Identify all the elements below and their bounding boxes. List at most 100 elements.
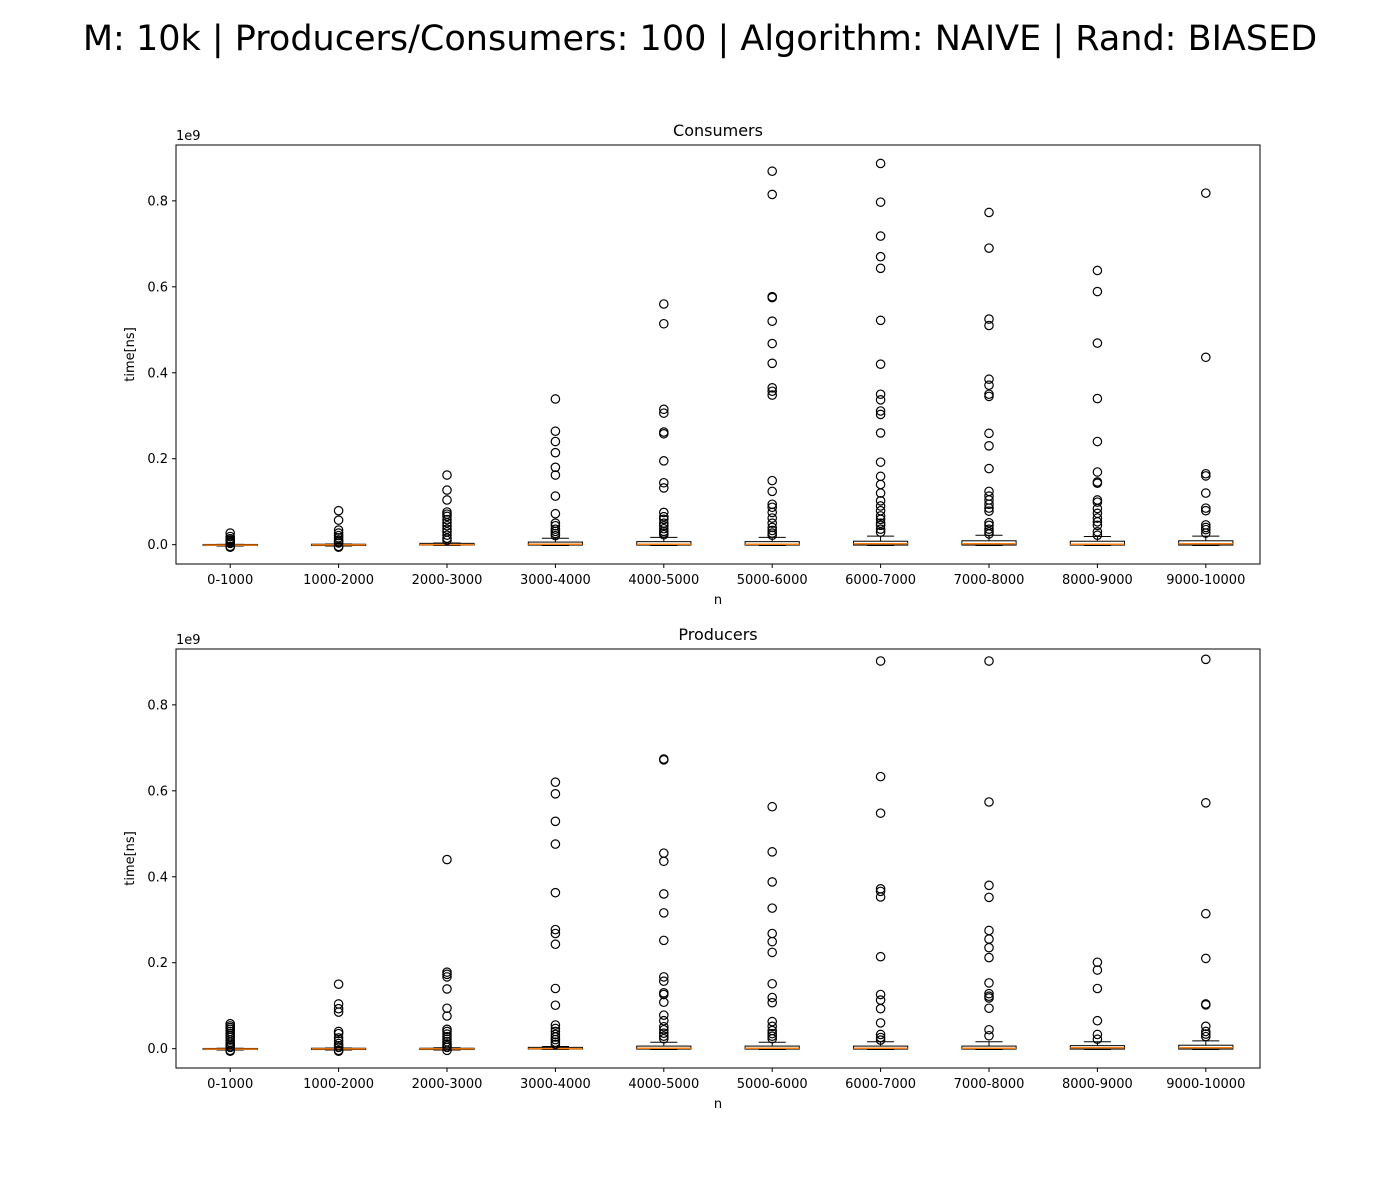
producers-box-2000-3000 xyxy=(419,854,475,1056)
outlier-point xyxy=(225,1046,235,1057)
outlier-point xyxy=(550,1032,561,1042)
outlier-point xyxy=(658,1031,669,1041)
outlier-point xyxy=(875,520,886,531)
outlier-point xyxy=(984,374,994,385)
outlier-point xyxy=(550,426,561,437)
outlier-point xyxy=(658,507,669,518)
outlier-point xyxy=(333,1007,344,1017)
outlier-point xyxy=(875,656,886,666)
outlier-point xyxy=(442,530,452,541)
outlier-point xyxy=(333,1003,344,1014)
outlier-point xyxy=(442,1045,452,1056)
outlier-point xyxy=(333,538,344,548)
outlier-point xyxy=(984,463,994,474)
outlier-point xyxy=(875,395,886,405)
producers-box-1000-2000 xyxy=(311,979,367,1057)
outlier-point xyxy=(1201,503,1211,513)
outlier-point xyxy=(984,993,994,1003)
outlier-point xyxy=(550,924,561,935)
outlier-point xyxy=(767,936,777,947)
outlier-point xyxy=(984,656,994,666)
x-tick-label: 6000-7000 xyxy=(845,573,916,588)
x-tick-label: 8000-9000 xyxy=(1062,573,1133,588)
outlier-point xyxy=(442,514,452,525)
outlier-point xyxy=(984,1003,994,1014)
outlier-point xyxy=(658,1015,669,1026)
outlier-point xyxy=(875,263,886,274)
x-tick-label: 5000-6000 xyxy=(737,1077,808,1092)
outlier-point xyxy=(984,942,994,953)
outlier-point xyxy=(984,1024,994,1035)
x-tick-label: 5000-6000 xyxy=(737,573,808,588)
outlier-point xyxy=(1092,530,1103,541)
outlier-point xyxy=(984,391,994,402)
outlier-point xyxy=(984,441,994,451)
outlier-point xyxy=(875,1003,886,1014)
consumers-box-3000-4000 xyxy=(527,394,583,547)
outlier-point xyxy=(658,997,669,1008)
outlier-point xyxy=(767,189,777,200)
outlier-point xyxy=(767,486,777,497)
y-tick-label: 0.4 xyxy=(147,366,168,381)
x-tick-label: 4000-5000 xyxy=(628,1077,699,1092)
outlier-point xyxy=(658,1028,669,1038)
y-tick-label: 0.0 xyxy=(147,1042,168,1057)
outlier-point xyxy=(875,995,886,1005)
outlier-point xyxy=(984,988,994,999)
outlier-point xyxy=(442,520,452,531)
outlier-point xyxy=(767,947,777,958)
outlier-point xyxy=(225,538,235,549)
outlier-point xyxy=(1201,524,1211,535)
outlier-point xyxy=(658,514,669,525)
outlier-point xyxy=(550,789,561,799)
outlier-point xyxy=(767,928,777,939)
outlier-point xyxy=(875,406,886,416)
consumers-box-1000-2000 xyxy=(311,505,367,553)
outlier-point xyxy=(658,856,669,867)
outlier-point xyxy=(875,409,886,420)
outlier-point xyxy=(984,314,994,324)
outlier-point xyxy=(767,522,777,533)
outlier-point xyxy=(984,880,994,891)
outlier-point xyxy=(442,1029,452,1039)
x-tick-label: 4000-5000 xyxy=(628,573,699,588)
outlier-point xyxy=(442,1011,452,1021)
x-tick-label: 2000-3000 xyxy=(412,573,483,588)
outlier-point xyxy=(550,887,561,898)
outlier-point xyxy=(767,1021,777,1032)
outlier-point xyxy=(658,520,669,531)
outlier-point xyxy=(767,903,777,913)
outlier-point xyxy=(875,501,886,511)
outlier-point xyxy=(442,1003,452,1014)
outlier-point xyxy=(875,1035,886,1045)
outlier-point xyxy=(658,755,669,765)
y-tick-label: 0.4 xyxy=(147,870,168,885)
outlier-point xyxy=(984,892,994,903)
outlier-point xyxy=(984,503,994,513)
outlier-point xyxy=(984,952,994,963)
outlier-point xyxy=(875,989,886,1000)
outlier-point xyxy=(550,816,561,827)
outlier-point xyxy=(1092,436,1103,447)
outlier-point xyxy=(1092,1034,1103,1045)
outlier-point xyxy=(658,404,669,415)
outlier-point xyxy=(1092,983,1103,994)
outlier-point xyxy=(767,386,777,397)
outlier-point xyxy=(1201,1021,1211,1032)
outlier-point xyxy=(1201,528,1211,538)
outlier-point xyxy=(1092,497,1103,507)
outlier-point xyxy=(875,488,886,498)
outlier-point xyxy=(767,992,777,1003)
producers-panel: Producers 0.0 0.2 0.4 0.6 0.8 1e9 0-1000 1000-20… xyxy=(123,625,1261,1112)
consumers-box-8000-9000 xyxy=(1069,265,1126,547)
outlier-point xyxy=(658,972,669,982)
outlier-point xyxy=(767,507,777,518)
outlier-point xyxy=(225,1042,235,1053)
x-tick-label: 8000-9000 xyxy=(1062,1077,1133,1092)
outlier-point xyxy=(1092,517,1103,527)
outlier-point xyxy=(658,523,669,534)
outlier-point xyxy=(767,877,777,887)
outlier-point xyxy=(442,495,452,505)
producers-box-3000-4000 xyxy=(527,777,583,1051)
